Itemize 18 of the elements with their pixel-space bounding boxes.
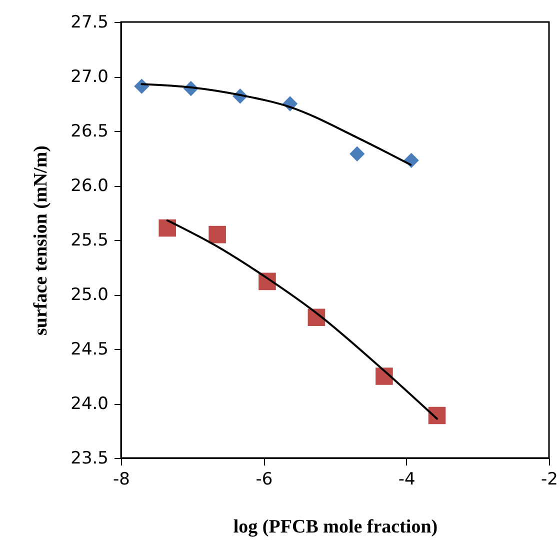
- y-tick-label: 27.0: [70, 67, 108, 87]
- x-tick-label: -4: [398, 470, 416, 490]
- point: [158, 219, 176, 237]
- point: [350, 146, 365, 162]
- y-tick-label: 24.5: [70, 340, 108, 360]
- x-tick-label: -6: [256, 470, 273, 490]
- y-tick-label: 25.5: [70, 230, 108, 250]
- point: [208, 226, 226, 244]
- y-tick-label: 25.0: [70, 285, 108, 305]
- y-tick-label: 27.5: [70, 12, 108, 32]
- y-tick-label: 26.5: [70, 122, 108, 142]
- y-tick-label: 24.0: [70, 394, 108, 414]
- x-tick-label: -2: [541, 470, 558, 490]
- x-tick-label: -8: [113, 470, 130, 490]
- y-tick-label: 23.5: [70, 448, 108, 468]
- x-axis-title: log (PFCB mole fraction): [233, 516, 438, 538]
- y-tick-label: 26.0: [70, 176, 108, 196]
- y-axis-title: surface tension (mN/m): [30, 146, 52, 336]
